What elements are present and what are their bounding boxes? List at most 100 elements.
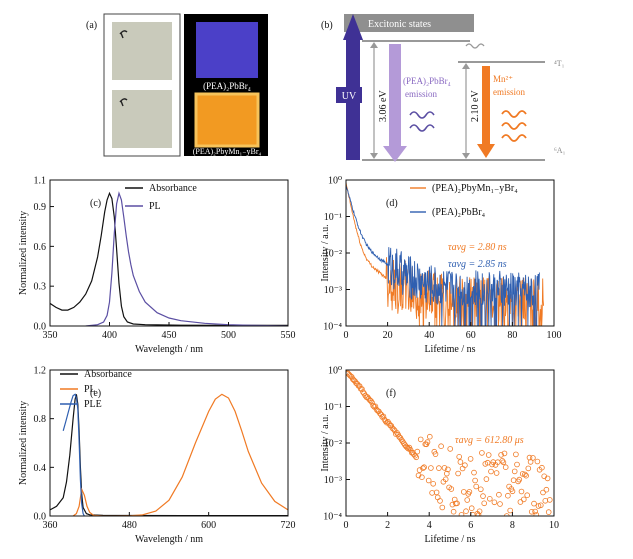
x-tick-label: 0 — [344, 330, 349, 341]
decay-point — [473, 483, 480, 490]
decay-point — [463, 508, 469, 515]
legend-label: Absorbance — [84, 369, 132, 380]
decay-point — [429, 490, 435, 496]
decay-point — [471, 469, 477, 476]
pb-emission-arrow — [389, 44, 401, 148]
decay-point — [539, 464, 545, 471]
pb-emission-arrow-head — [383, 146, 407, 162]
series-line-blue — [346, 185, 540, 326]
decay-point — [436, 465, 442, 471]
excitonic-label: Excitonic states — [368, 19, 431, 30]
x-axis-label: Lifetime / ns — [424, 344, 475, 355]
decay-point — [522, 471, 528, 478]
panel-label: (d) — [386, 198, 398, 209]
x-tick-label: 480 — [122, 520, 137, 531]
decay-point — [483, 476, 490, 482]
tweezer-mark-top — [119, 30, 128, 39]
decay-point — [392, 431, 399, 437]
series-group — [50, 191, 288, 326]
y-tick-label: 0.0 — [34, 322, 47, 333]
decay-point — [464, 497, 471, 503]
film-photo-bottom — [112, 90, 172, 148]
decay-point — [467, 456, 474, 462]
decay-point — [413, 454, 420, 461]
x-tick-label: 4 — [427, 520, 432, 531]
decay-point — [524, 492, 530, 499]
y-tick-label: 10⁻² — [324, 249, 342, 260]
decay-point — [472, 477, 478, 484]
panel-a: (a) (PEA)₂PbBr₄ (PEA)₂PbyMn₁₋yBr₄ — [86, 13, 268, 157]
tau-annotation: τavg = 2.85 ns — [448, 259, 507, 270]
decay-point — [479, 450, 485, 456]
decay-point — [498, 452, 504, 458]
decay-point — [434, 494, 441, 501]
decay-point — [447, 446, 454, 452]
x-tick-label: 8 — [510, 520, 515, 531]
x-tick-label: 10 — [549, 520, 559, 531]
decay-point — [497, 501, 503, 507]
x-tick-label: 60 — [466, 330, 476, 341]
mn-photon-wave-1 — [501, 110, 527, 118]
x-tick-label: 100 — [547, 330, 562, 341]
decay-point — [442, 476, 449, 483]
x-tick-label: 600 — [201, 520, 216, 531]
x-tick-label: 0 — [344, 520, 349, 531]
decay-point — [510, 477, 517, 484]
decay-point — [370, 402, 377, 409]
decay-point — [517, 499, 524, 505]
decay-point — [466, 489, 473, 495]
decay-point — [491, 499, 498, 506]
series-line-absorbance — [50, 394, 288, 516]
decay-point — [525, 465, 532, 472]
y-axis-label: Intensity / a.u. — [320, 414, 331, 471]
chart-absorbance-pl: 350 400 450 500 550 0.0 0.3 0.6 0.9 1.1 Wavelength… — [18, 176, 296, 356]
x-tick-label: 550 — [281, 330, 296, 341]
decay-point — [530, 455, 536, 461]
decay-point — [513, 451, 519, 458]
bracket-right-bottom-arrow — [462, 153, 470, 159]
pb-photon-wave-1 — [409, 111, 435, 119]
y-tick-label: 10⁻¹ — [324, 212, 342, 223]
decay-point — [455, 470, 461, 477]
decay-point — [533, 512, 540, 516]
legend-label: PL — [84, 384, 96, 395]
decay-point — [428, 465, 434, 471]
decay-point — [419, 474, 425, 481]
decay-point — [421, 464, 427, 471]
decay-point — [502, 464, 509, 471]
plot-frame — [49, 179, 289, 327]
pb-emission-label-1: (PEA)₂PbBr₄ — [403, 76, 451, 86]
decay-point — [545, 509, 552, 515]
legend-label: PL — [149, 201, 161, 212]
decay-point — [493, 470, 500, 476]
decay-point — [420, 465, 426, 472]
x-tick-label: 40 — [424, 330, 434, 341]
caption-mn-doped: (PEA)₂PbyMn₁₋yBr₄ — [193, 147, 262, 156]
decay-point — [532, 508, 538, 515]
decay-point — [540, 489, 546, 496]
pb-emission-label-2: emission — [405, 89, 438, 99]
decay-point — [372, 403, 379, 410]
plot-frame — [49, 369, 289, 517]
decay-point — [485, 452, 492, 458]
tau-annotation: τavg = 612.80 μs — [455, 435, 524, 446]
decay-point — [424, 439, 431, 445]
uv-arrow-head — [343, 14, 363, 40]
y-tick-label: 1.1 — [34, 176, 47, 187]
series-line-pl — [85, 191, 288, 326]
tweezer-mark-bottom — [119, 98, 128, 107]
decay-point — [457, 459, 464, 465]
decay-point — [480, 493, 486, 499]
y-tick-label: 0.0 — [34, 512, 47, 523]
energy-left-label: 3.06 eV — [378, 90, 389, 122]
legend-label: (PEA)₂PbyMn₁₋yBr₄ — [432, 183, 518, 194]
decay-point — [476, 508, 483, 515]
x-tick-label: 6 — [468, 520, 473, 531]
bracket-left-top-arrow — [370, 42, 378, 48]
x-axis-label: Lifetime / ns — [424, 534, 475, 545]
decay-point — [458, 512, 465, 516]
decay-point — [414, 448, 421, 455]
x-tick-label: 80 — [507, 330, 517, 341]
decay-point — [441, 465, 448, 471]
decay-point — [425, 477, 432, 484]
